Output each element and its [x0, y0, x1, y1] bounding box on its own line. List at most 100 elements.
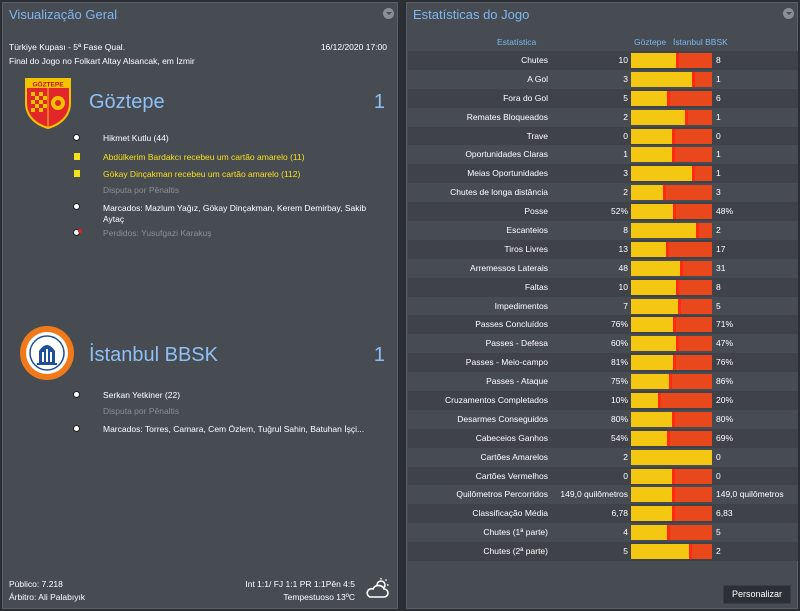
stat-home-value: 2	[623, 187, 628, 198]
stat-home-bar-fill	[631, 487, 675, 503]
stat-home-value: 5	[623, 92, 628, 103]
stat-home-value: 4	[623, 527, 628, 538]
stat-away-value: 76%	[716, 357, 734, 368]
stat-row: Fora do Gol 5 6	[408, 88, 798, 108]
yellow-card-icon	[74, 170, 80, 177]
stat-row: Desarmes Conseguidos 80% 80%	[408, 409, 798, 429]
stat-comparison-bar	[631, 166, 712, 182]
stat-away-value: 17	[716, 243, 726, 254]
referee-label[interactable]: Árbitro: Ali Palabıyık	[9, 592, 86, 602]
home-penalties-scored[interactable]: Marcados: Mazlum Yağız, Gökay Dinçakman,…	[103, 203, 367, 224]
stat-home-bar-fill	[631, 449, 712, 465]
stat-row: Faltas 10 8	[408, 277, 798, 297]
stat-label: Passes - Ataque	[486, 376, 548, 387]
away-score: 1	[373, 344, 385, 366]
stat-label: Cartões Vermelhos	[475, 470, 548, 481]
goztepe-crest-icon[interactable]: GÖZTEPE	[23, 75, 73, 129]
collapse-icon[interactable]	[783, 8, 794, 19]
home-penalties-missed[interactable]: Perdidos: Yusufgazi Karakuş	[103, 228, 212, 238]
home-event-goal[interactable]: Hikmet Kutlu (44)	[103, 133, 169, 143]
stat-comparison-bar	[631, 241, 712, 257]
stat-comparison-bar	[631, 487, 712, 503]
stat-away-value: 5	[716, 300, 721, 311]
stat-label: Cabeceios Ganhos	[475, 432, 548, 443]
stat-away-value: 3	[716, 187, 721, 198]
stat-row: Chutes (1ª parte) 4 5	[408, 523, 798, 543]
stat-home-value: 10%	[610, 395, 628, 406]
home-event-yellow-card[interactable]: Gökay Dinçakman recebeu um cartão amarel…	[103, 169, 301, 179]
stat-home-value: 10	[618, 281, 628, 292]
stat-home-bar-fill	[631, 374, 672, 390]
stat-home-value: 1	[623, 149, 628, 160]
ball-icon	[73, 391, 80, 398]
venue-label: Final do Jogo no Folkart Altay Alsancak,…	[9, 56, 195, 66]
stats-title: Estatísticas do Jogo	[413, 7, 530, 22]
stat-comparison-bar	[631, 147, 712, 163]
stat-home-value: 81%	[610, 357, 628, 368]
stat-home-value: 0	[623, 470, 628, 481]
stat-comparison-bar	[631, 506, 712, 522]
home-team-name[interactable]: Göztepe	[89, 91, 165, 113]
stat-row: Quilômetros Percorridos 149,0 quilômetros…	[408, 485, 798, 505]
stat-label: Arremessos Laterais	[470, 262, 548, 273]
stat-comparison-bar	[631, 317, 712, 333]
stat-home-bar-fill	[631, 317, 676, 333]
stat-row: Cruzamentos Completados 10% 20%	[408, 391, 798, 410]
stat-row: Passes - Meio-campo 81% 76%	[408, 353, 798, 373]
stat-away-value: 1	[716, 149, 721, 160]
stat-home-value: 80%	[610, 413, 628, 424]
away-team-name[interactable]: İstanbul BBSK	[89, 344, 218, 366]
stat-away-value: 1	[716, 73, 721, 84]
stat-label: Faltas	[524, 281, 548, 292]
stat-label: Quilômetros Percorridos	[456, 489, 548, 500]
stat-column-header[interactable]: Estatística	[497, 37, 537, 47]
stat-label: Cruzamentos Completados	[445, 395, 548, 406]
home-score: 1	[373, 91, 385, 113]
stat-row: Remates Bloqueados 2 1	[408, 107, 798, 127]
ball-icon	[73, 425, 80, 432]
stat-away-value: 71%	[716, 319, 734, 330]
attendance-label: Público: 7.218	[9, 579, 63, 589]
stat-label: Tiros Livres	[504, 243, 548, 254]
collapse-icon[interactable]	[383, 8, 394, 19]
stat-comparison-bar	[631, 355, 712, 371]
stat-away-value: 5	[716, 527, 721, 538]
stat-home-bar-fill	[631, 336, 679, 352]
away-penalties-scored[interactable]: Marcados: Torres, Camara, Cem Özlem, Tuğ…	[103, 424, 365, 434]
stat-label: Chutes (2ª parte)	[483, 546, 548, 557]
istanbul-bbsk-crest-icon[interactable]	[19, 325, 75, 381]
stats-table: Chutes 10 8 A Gol 3 1 Fora do Gol 5 6 Remates Blo…	[408, 51, 798, 562]
stat-comparison-bar	[631, 544, 712, 560]
stat-label: Chutes	[521, 55, 548, 65]
stat-row: Trave 0 0	[408, 126, 798, 146]
stat-home-value: 10	[618, 55, 628, 65]
stat-away-value: 86%	[716, 376, 734, 387]
stat-label: Passes Concluídos	[475, 319, 548, 330]
stat-row: Oportunidades Claras 1 1	[408, 145, 798, 165]
stat-home-bar-fill	[631, 525, 670, 541]
customize-button[interactable]: Personalizar	[722, 585, 791, 604]
stat-away-value: 1	[716, 168, 721, 179]
stat-away-value: 1	[716, 111, 721, 122]
stat-label: Oportunidades Claras	[465, 149, 548, 160]
away-column-header[interactable]: İstanbul BBSK	[673, 37, 728, 47]
home-event-yellow-card[interactable]: Abdülkerim Bardakcı recebeu um cartão am…	[103, 152, 305, 162]
stat-label: Chutes de longa distância	[450, 187, 548, 198]
stat-home-bar-fill	[631, 166, 695, 182]
stat-home-value: 76%	[610, 319, 628, 330]
stat-away-value: 8	[716, 55, 721, 65]
stat-comparison-bar	[631, 393, 712, 409]
away-event-goal[interactable]: Serkan Yetkiner (22)	[103, 390, 181, 400]
stat-home-value: 54%	[610, 432, 628, 443]
stat-away-value: 2	[716, 225, 721, 236]
stats-panel: Estatísticas do Jogo Estatística Göztepe…	[406, 2, 798, 609]
stat-label: Posse	[524, 206, 548, 217]
stat-comparison-bar	[631, 411, 712, 427]
stat-row: Cartões Vermelhos 0 0	[408, 466, 798, 486]
home-column-header[interactable]: Göztepe	[634, 37, 667, 47]
stat-home-bar-fill	[631, 185, 666, 201]
ball-icon	[73, 203, 80, 210]
stat-away-value: 6	[716, 92, 721, 103]
stat-row: Impedimentos 7 5	[408, 296, 798, 316]
stat-home-value: 3	[623, 168, 628, 179]
